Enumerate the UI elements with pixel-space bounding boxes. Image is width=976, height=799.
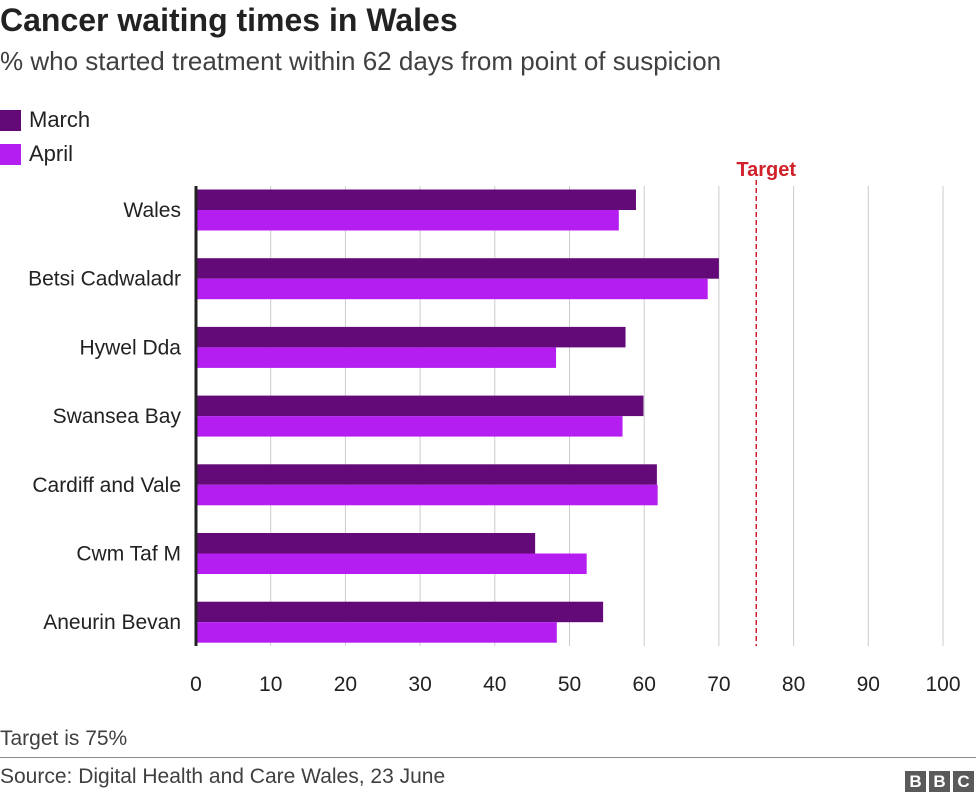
legend-label-march: March <box>29 107 91 132</box>
logo-letter: C <box>953 771 974 792</box>
chart-title: Cancer waiting times in Wales <box>0 2 458 38</box>
category-label: Wales <box>123 199 181 222</box>
legend-swatch-march <box>0 109 21 131</box>
legend-item-april: April <box>0 137 90 171</box>
bar-march <box>196 189 636 210</box>
x-tick-label: 80 <box>782 673 805 696</box>
bar-march <box>196 258 719 279</box>
bar-march <box>196 533 536 554</box>
bar-chart: Wales Betsi Cadwaladr Hywel Dda Swansea Bay… <box>28 159 960 696</box>
legend: March April <box>0 103 90 171</box>
bar-april <box>196 484 658 506</box>
x-tick-label: 20 <box>334 673 357 696</box>
x-tick-label: 90 <box>857 673 880 696</box>
x-tick-label: 60 <box>633 673 656 696</box>
bar-march <box>196 601 604 623</box>
bar-april <box>196 622 557 643</box>
legend-swatch-april <box>0 143 21 165</box>
x-tick-label: 50 <box>558 673 581 696</box>
bar-march <box>196 326 626 348</box>
footnote: Target is 75% <box>0 727 128 750</box>
x-tick-label: 70 <box>707 673 730 696</box>
category-label: Cwm Taf M <box>76 543 181 566</box>
bar-march <box>196 464 657 485</box>
bar-april <box>196 210 619 231</box>
bbc-logo: B B C <box>905 771 974 792</box>
x-tick-label: 10 <box>259 673 282 696</box>
bar-april <box>196 553 587 574</box>
x-tick-label: 100 <box>925 673 960 696</box>
legend-label-april: April <box>29 141 74 166</box>
category-label: Betsi Cadwaladr <box>28 268 181 291</box>
source-text: Source: Digital Health and Care Wales, 2… <box>0 765 446 788</box>
bar-april <box>196 416 623 437</box>
category-label: Cardiff and Vale <box>32 474 181 497</box>
logo-letter: B <box>929 771 950 792</box>
x-tick-label: 30 <box>408 673 431 696</box>
category-label: Hywel Dda <box>79 336 181 359</box>
chart-subtitle: % who started treatment within 62 days f… <box>0 46 722 76</box>
x-tick-label: 40 <box>483 673 506 696</box>
x-tick-label: 0 <box>190 673 202 696</box>
bar-march <box>196 395 644 417</box>
logo-letter: B <box>905 771 926 792</box>
legend-item-march: March <box>0 103 90 137</box>
footer-divider <box>0 757 976 758</box>
category-label: Aneurin Bevan <box>43 611 181 634</box>
category-label: Swansea Bay <box>53 405 182 428</box>
bar-april <box>196 347 557 368</box>
bar-april <box>196 278 708 300</box>
target-label: Target <box>736 159 796 181</box>
